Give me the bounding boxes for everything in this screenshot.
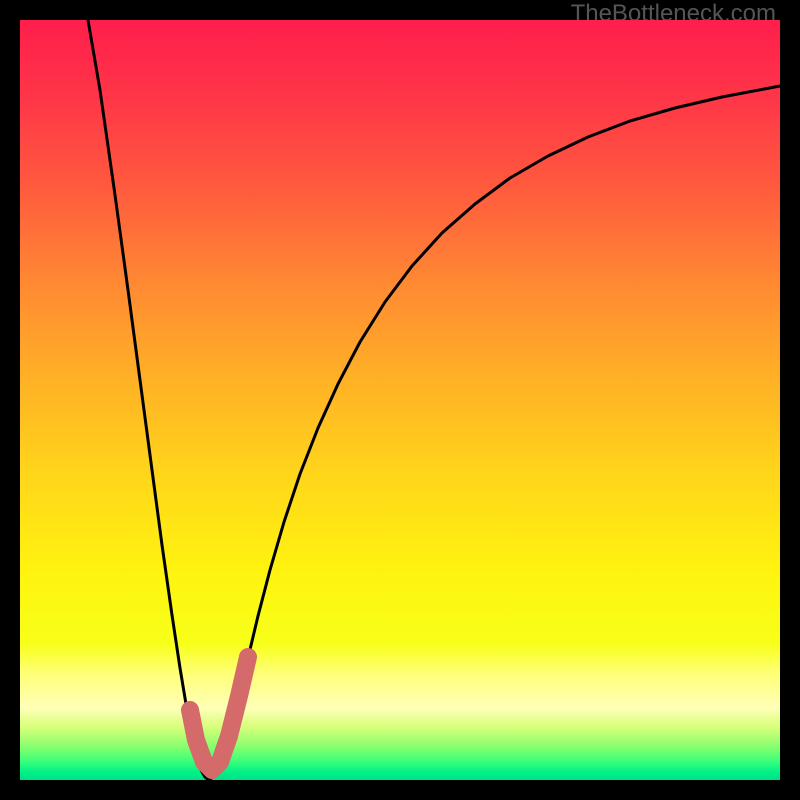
bottleneck-chart-svg (20, 20, 780, 780)
heat-gradient-background (20, 20, 780, 780)
figure-root: TheBottleneck.com (0, 0, 800, 800)
plot-area (20, 20, 780, 780)
